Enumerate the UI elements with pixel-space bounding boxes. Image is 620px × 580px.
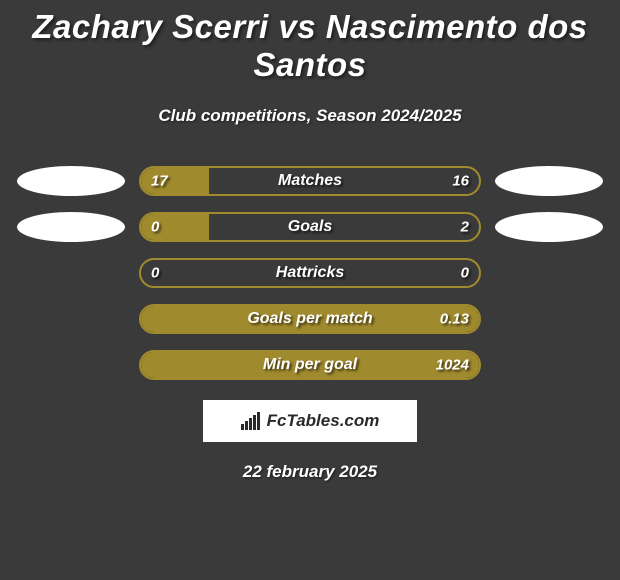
- left-ellipse-spacer: [17, 304, 125, 334]
- subtitle: Club competitions, Season 2024/2025: [0, 106, 620, 126]
- stat-row-matches: 17 Matches 16: [0, 166, 620, 196]
- stat-label: Goals per match: [247, 310, 372, 328]
- stat-label: Min per goal: [263, 356, 357, 374]
- right-value: 2: [461, 219, 469, 236]
- stat-row-hattricks: 0 Hattricks 0: [0, 258, 620, 288]
- stat-row-goals-per-match: Goals per match 0.13: [0, 304, 620, 334]
- stat-label: Hattricks: [276, 264, 344, 282]
- stats-rows: 17 Matches 16 0 Goals 2 0 Hattricks 0: [0, 166, 620, 380]
- stat-row-goals: 0 Goals 2: [0, 212, 620, 242]
- brand-box[interactable]: FcTables.com: [203, 400, 417, 442]
- right-ellipse-spacer: [495, 350, 603, 380]
- left-ellipse-spacer: [17, 350, 125, 380]
- left-value: 17: [151, 173, 168, 190]
- right-ellipse-spacer: [495, 304, 603, 334]
- stat-bar: 0 Hattricks 0: [139, 258, 481, 288]
- left-ellipse-spacer: [17, 258, 125, 288]
- right-ellipse: [495, 212, 603, 242]
- left-ellipse: [17, 166, 125, 196]
- left-value: 0: [151, 219, 159, 236]
- right-value: 0: [461, 265, 469, 282]
- right-value: 16: [452, 173, 469, 190]
- brand-text: FcTables.com: [267, 411, 380, 431]
- stat-bar: Goals per match 0.13: [139, 304, 481, 334]
- right-ellipse: [495, 166, 603, 196]
- stat-bar: 17 Matches 16: [139, 166, 481, 196]
- stat-label: Goals: [288, 218, 332, 236]
- bar-chart-icon: [241, 412, 263, 430]
- stat-bar: Min per goal 1024: [139, 350, 481, 380]
- left-value: 0: [151, 265, 159, 282]
- date-text: 22 february 2025: [0, 462, 620, 482]
- stat-row-min-per-goal: Min per goal 1024: [0, 350, 620, 380]
- right-ellipse-spacer: [495, 258, 603, 288]
- stat-label: Matches: [278, 172, 342, 190]
- right-value: 0.13: [440, 311, 469, 328]
- stat-bar: 0 Goals 2: [139, 212, 481, 242]
- page-title: Zachary Scerri vs Nascimento dos Santos: [0, 0, 620, 84]
- right-value: 1024: [436, 357, 469, 374]
- left-ellipse: [17, 212, 125, 242]
